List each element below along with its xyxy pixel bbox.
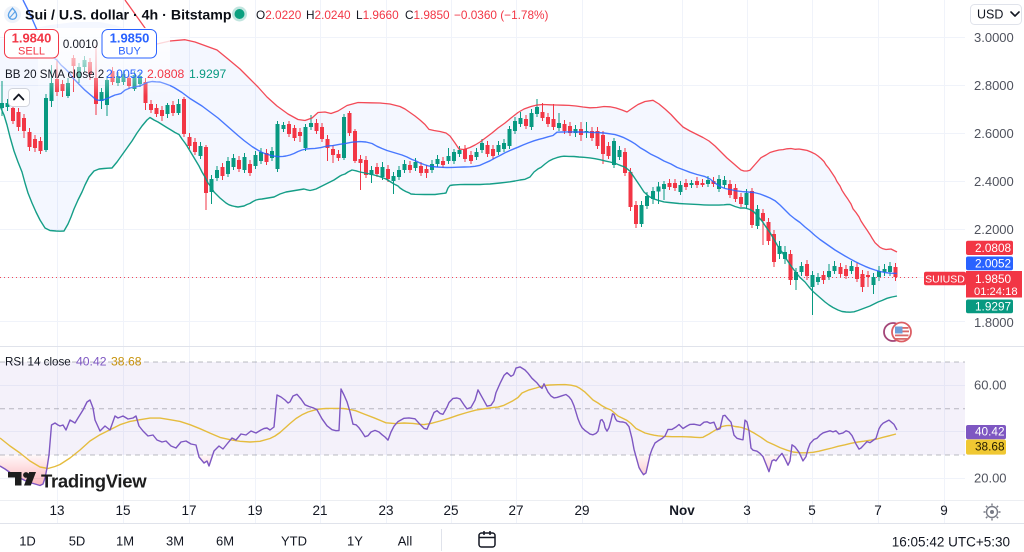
svg-text:3M: 3M xyxy=(166,534,184,549)
svg-text:7: 7 xyxy=(874,503,882,518)
svg-text:1.9850: 1.9850 xyxy=(110,31,150,46)
svg-text:6M: 6M xyxy=(216,534,234,549)
svg-text:19: 19 xyxy=(247,503,262,518)
svg-text:2.0808: 2.0808 xyxy=(975,241,1012,255)
svg-text:BUY: BUY xyxy=(118,46,141,58)
svg-text:O2.0220: O2.0220 xyxy=(256,8,302,22)
svg-text:1D: 1D xyxy=(19,534,36,549)
svg-text:5D: 5D xyxy=(69,534,86,549)
svg-text:40.42: 40.42 xyxy=(975,425,1005,439)
svg-text:C1.9850: C1.9850 xyxy=(405,8,450,22)
svg-text:1.8000: 1.8000 xyxy=(974,315,1014,330)
svg-text:60.00: 60.00 xyxy=(974,378,1007,393)
svg-text:38.68: 38.68 xyxy=(975,440,1005,454)
svg-text:USD: USD xyxy=(977,8,1003,22)
svg-text:40.42: 40.42 xyxy=(76,355,107,369)
svg-text:L1.9660: L1.9660 xyxy=(356,8,399,22)
svg-text:1.9850: 1.9850 xyxy=(975,272,1012,286)
svg-text:27: 27 xyxy=(508,503,523,518)
svg-text:2.8000: 2.8000 xyxy=(974,78,1014,93)
svg-text:1.9297: 1.9297 xyxy=(189,67,226,81)
svg-text:0.0010: 0.0010 xyxy=(63,39,98,51)
svg-text:BB 20 SMA close 2: BB 20 SMA close 2 xyxy=(5,68,104,81)
svg-text:Nov: Nov xyxy=(669,503,695,518)
svg-text:SUIUSD: SUIUSD xyxy=(925,273,965,285)
svg-text:SELL: SELL xyxy=(18,46,45,58)
svg-text:21: 21 xyxy=(312,503,327,518)
svg-text:16:05:42 UTC+5:30: 16:05:42 UTC+5:30 xyxy=(892,535,1010,550)
svg-text:29: 29 xyxy=(574,503,589,518)
svg-text:1M: 1M xyxy=(116,534,134,549)
svg-text:01:24:18: 01:24:18 xyxy=(974,286,1018,298)
svg-text:25: 25 xyxy=(443,503,458,518)
svg-text:23: 23 xyxy=(378,503,393,518)
svg-text:All: All xyxy=(398,534,413,549)
svg-text:2.0052: 2.0052 xyxy=(975,257,1011,271)
svg-text:1.9297: 1.9297 xyxy=(975,300,1011,314)
svg-text:38.68: 38.68 xyxy=(111,355,142,369)
svg-text:9: 9 xyxy=(940,503,948,518)
svg-text:H2.0240: H2.0240 xyxy=(306,8,351,22)
svg-text:2.0052: 2.0052 xyxy=(106,67,143,81)
svg-text:3.0000: 3.0000 xyxy=(974,30,1014,45)
svg-text:17: 17 xyxy=(181,503,196,518)
svg-text:2.2000: 2.2000 xyxy=(974,222,1014,237)
svg-text:5: 5 xyxy=(808,503,816,518)
svg-text:20.00: 20.00 xyxy=(974,471,1007,486)
svg-text:2.4000: 2.4000 xyxy=(974,174,1014,189)
svg-text:−0.0360 (−1.78%): −0.0360 (−1.78%) xyxy=(454,8,549,22)
svg-text:13: 13 xyxy=(49,503,64,518)
svg-text:YTD: YTD xyxy=(281,534,307,549)
svg-text:TradingView: TradingView xyxy=(41,471,147,492)
svg-text:Sui / U.S. dollar · 4h · Bitst: Sui / U.S. dollar · 4h · Bitstamp xyxy=(25,8,232,24)
svg-text:RSI 14 close: RSI 14 close xyxy=(5,356,71,369)
svg-text:15: 15 xyxy=(115,503,130,518)
svg-text:2.6000: 2.6000 xyxy=(974,126,1014,141)
svg-text:1.9840: 1.9840 xyxy=(12,31,52,46)
svg-text:1Y: 1Y xyxy=(347,534,363,549)
svg-text:2.0808: 2.0808 xyxy=(147,67,184,81)
svg-text:3: 3 xyxy=(743,503,751,518)
